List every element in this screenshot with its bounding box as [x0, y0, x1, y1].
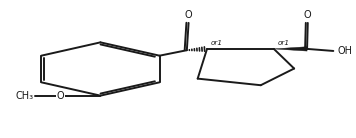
Text: or1: or1	[210, 40, 222, 46]
Text: O: O	[185, 10, 192, 20]
Text: O: O	[56, 91, 64, 101]
Text: O: O	[304, 10, 312, 20]
Text: or1: or1	[277, 40, 289, 46]
Polygon shape	[274, 47, 307, 51]
Text: CH₃: CH₃	[15, 91, 33, 101]
Text: OH: OH	[337, 46, 352, 56]
